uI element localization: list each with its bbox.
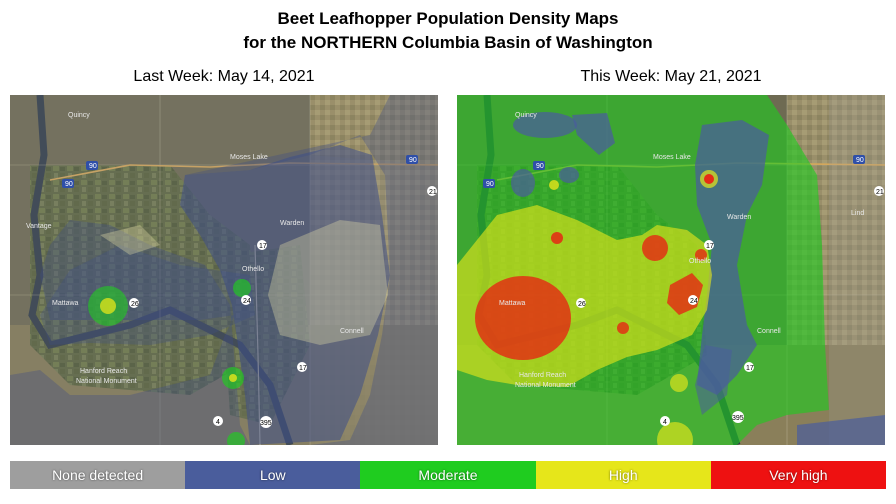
legend-high: High: [535, 461, 711, 489]
place-connell: Connell: [340, 328, 364, 335]
very-high-moses-lake: [704, 174, 714, 184]
place-monument-2: National Monument: [515, 382, 576, 389]
legend-moderate: Moderate: [360, 461, 536, 489]
svg-text:17: 17: [299, 365, 307, 372]
svg-text:90: 90: [89, 163, 97, 170]
place-monument-1: Hanford Reach: [519, 372, 566, 379]
this-week-map: Quincy Moses Lake Warden Othello Connell…: [457, 95, 885, 445]
high-core-mattawa: [100, 298, 116, 314]
title-line-2: for the NORTHERN Columbia Basin of Washi…: [243, 33, 653, 52]
svg-text:90: 90: [409, 157, 417, 164]
svg-text:90: 90: [65, 181, 73, 188]
place-vantage: Vantage: [26, 223, 52, 230]
route-shields: 90 90 90 17 17 26 24 395 21 4: [62, 155, 437, 428]
place-othello: Othello: [689, 258, 711, 265]
svg-text:90: 90: [856, 157, 864, 164]
last-week-label: Last Week: May 14, 2021: [133, 68, 315, 85]
very-high-othello-1: [642, 235, 668, 261]
faint-zone-warden: [268, 220, 388, 345]
very-high-mattawa: [475, 276, 571, 360]
low-density-west-1: [511, 169, 535, 197]
place-warden: Warden: [727, 214, 751, 221]
low-density-south: [695, 345, 732, 415]
place-warden: Warden: [280, 220, 304, 227]
place-moses-lake: Moses Lake: [653, 154, 691, 161]
low-density-warden: [695, 120, 769, 395]
svg-text:4: 4: [663, 419, 667, 426]
svg-text:21: 21: [429, 189, 437, 196]
place-othello: Othello: [242, 266, 264, 273]
faint-zone-north: [100, 225, 160, 255]
route-shields: 90 90 90 17 17 26 24 395 21 4: [483, 155, 884, 426]
place-lind: Lind: [851, 210, 864, 217]
svg-text:24: 24: [243, 298, 251, 305]
low-density-north-2: [572, 113, 615, 155]
svg-text:90: 90: [536, 163, 544, 170]
low-density-southeast: [797, 415, 885, 445]
place-mattawa: Mattawa: [499, 300, 526, 307]
place-monument-2: National Monument: [76, 378, 137, 385]
low-density-north: [513, 112, 577, 138]
svg-text:26: 26: [578, 301, 586, 308]
this-week-map-canvas: Quincy Moses Lake Warden Othello Connell…: [457, 95, 885, 445]
moderate-hotspot-bottom: [227, 432, 245, 445]
svg-text:26: 26: [131, 301, 139, 308]
last-week-map: Quincy Moses Lake Warden Othello Connell…: [10, 95, 438, 445]
this-week-label: This Week: May 21, 2021: [580, 68, 762, 85]
moderate-hotspot-othello: [233, 279, 251, 297]
high-hotspot-south: [670, 374, 688, 392]
svg-text:395: 395: [260, 420, 272, 427]
svg-text:21: 21: [876, 189, 884, 196]
high-hotspot-north: [549, 180, 559, 190]
svg-text:17: 17: [706, 243, 714, 250]
svg-text:4: 4: [216, 419, 220, 426]
svg-text:24: 24: [690, 298, 698, 305]
svg-text:90: 90: [486, 181, 494, 188]
legend-very-high: Very high: [710, 461, 887, 489]
place-quincy: Quincy: [68, 112, 90, 119]
place-quincy: Quincy: [515, 112, 537, 119]
density-legend: None detected Low Moderate High Very hig…: [10, 461, 887, 489]
title-line-1: Beet Leafhopper Population Density Maps: [277, 9, 619, 28]
none-detected-zone: [829, 95, 885, 445]
very-high-west: [551, 232, 563, 244]
svg-text:17: 17: [746, 365, 754, 372]
svg-text:17: 17: [259, 243, 267, 250]
legend-low: Low: [185, 461, 361, 489]
low-density-core: [180, 145, 390, 445]
legend-none-detected: None detected: [10, 461, 186, 489]
high-core-south: [229, 374, 237, 382]
place-mattawa: Mattawa: [52, 300, 79, 307]
very-high-central: [617, 322, 629, 334]
place-connell: Connell: [757, 328, 781, 335]
svg-text:395: 395: [732, 415, 744, 422]
place-monument-1: Hanford Reach: [80, 368, 127, 375]
place-moses-lake: Moses Lake: [230, 154, 268, 161]
low-density-west-2: [559, 167, 579, 183]
high-hotspot-bottom: [657, 422, 693, 445]
very-high-othello-3: [695, 249, 707, 261]
last-week-map-canvas: Quincy Moses Lake Warden Othello Connell…: [10, 95, 438, 445]
